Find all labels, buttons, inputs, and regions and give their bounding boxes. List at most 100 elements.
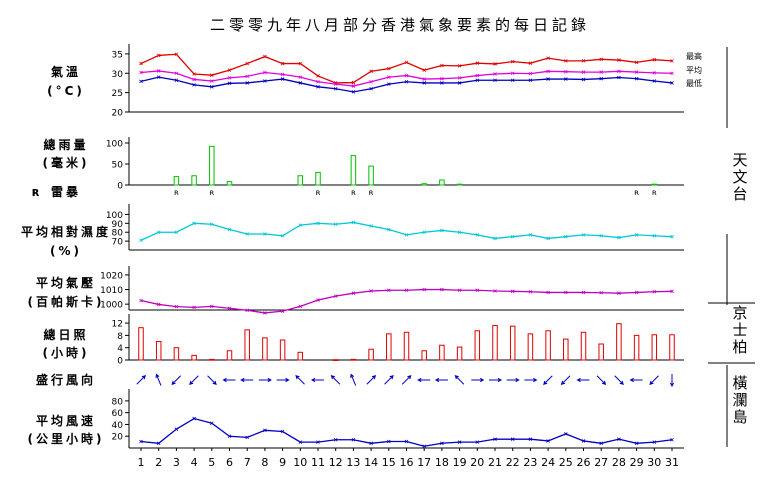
station-label: 天 [732, 151, 747, 169]
y-tick-label: 0 [117, 357, 123, 367]
bar [297, 351, 304, 361]
data-point [634, 70, 639, 74]
y-tick-label: 1000 [100, 301, 123, 311]
data-point [210, 222, 214, 227]
station-label: 島 [732, 408, 747, 426]
wind-arrow-icon [576, 377, 590, 383]
x-tick-label: 12 [329, 456, 343, 469]
data-point [528, 61, 533, 65]
bar [209, 358, 215, 361]
x-tick-label: 24 [541, 456, 555, 469]
data-point [581, 59, 586, 63]
x-tick-label: 7 [244, 456, 251, 469]
y-tick-label: 35 [112, 50, 123, 60]
x-tick-label: 3 [173, 456, 180, 469]
thunderstorm-marker: ʀ [652, 188, 657, 197]
series-name: 最高 [686, 51, 702, 61]
bar [368, 165, 374, 186]
data-point [192, 416, 196, 421]
bar [633, 334, 640, 361]
data-point [139, 61, 143, 66]
data-point [139, 238, 143, 243]
data-point [210, 421, 214, 426]
series-name: 最低 [686, 78, 702, 88]
wind-arrow-icon [276, 377, 290, 383]
data-point [263, 70, 267, 75]
data-point [156, 230, 161, 235]
x-tick-label: 29 [630, 456, 644, 469]
data-point [369, 79, 373, 84]
data-point [493, 78, 497, 83]
data-point [581, 70, 586, 74]
data-point [634, 60, 639, 65]
bar [598, 343, 604, 361]
data-point [510, 234, 515, 239]
station-label: 台 [732, 185, 747, 203]
data-point [245, 81, 249, 85]
data-point [245, 232, 249, 236]
data-point [475, 233, 480, 237]
bar [297, 175, 304, 186]
panel-label: 平均相對濕度 [21, 224, 111, 239]
y-tick-label: 50 [112, 161, 124, 171]
bar [616, 323, 622, 361]
data-point [510, 78, 515, 83]
data-point [298, 440, 303, 444]
panel-label: 總日照 [43, 327, 88, 342]
data-point [457, 76, 462, 80]
thunderstorm-marker: ʀ [209, 188, 214, 197]
panel-label: 總雨量 [43, 137, 88, 152]
data-point [369, 289, 373, 293]
data-point [422, 81, 426, 85]
data-point [440, 81, 444, 85]
wind-arrow-icon [155, 373, 162, 386]
data-point [316, 79, 320, 84]
data-point [298, 304, 303, 309]
bar [563, 338, 569, 361]
data-point [139, 79, 143, 84]
wind-arrow-icon [189, 375, 199, 385]
y-tick-label: 1020 [100, 271, 123, 281]
wind-arrow-icon [560, 375, 571, 385]
data-point [564, 69, 568, 74]
data-point [617, 291, 621, 295]
data-point [387, 227, 391, 232]
data-point [245, 61, 249, 66]
data-point [617, 58, 621, 62]
data-point [351, 80, 356, 85]
data-point [263, 311, 267, 315]
data-point [280, 429, 285, 434]
data-point [387, 82, 391, 86]
y-tick-label: 60 [112, 409, 124, 419]
data-point [652, 71, 657, 75]
wind-arrow-icon [614, 375, 624, 385]
data-point [581, 439, 586, 443]
data-point [599, 290, 603, 295]
x-tick-label: 31 [665, 456, 679, 469]
data-point [422, 77, 426, 81]
data-point [422, 68, 426, 72]
data-point [404, 60, 409, 65]
bar [279, 339, 286, 361]
panel-bar-1: 總雨量 (毫米) 0 50 100 [43, 137, 684, 192]
wind-arrow-icon [136, 375, 146, 385]
y-tick-label: 8 [117, 332, 123, 342]
data-point [298, 61, 303, 66]
x-tick-label: 5 [208, 456, 215, 469]
wind-arrow-icon [350, 373, 357, 386]
bar [527, 333, 534, 361]
wind-arrow-icon [330, 375, 341, 385]
series-line [140, 221, 673, 241]
data-point [599, 76, 603, 81]
bar [350, 155, 357, 186]
bar [474, 330, 481, 361]
data-point [599, 70, 603, 74]
data-point [617, 69, 621, 74]
data-point [156, 75, 161, 79]
data-point [475, 440, 480, 444]
data-point [599, 441, 603, 446]
bar [332, 359, 339, 361]
data-point [404, 79, 409, 84]
